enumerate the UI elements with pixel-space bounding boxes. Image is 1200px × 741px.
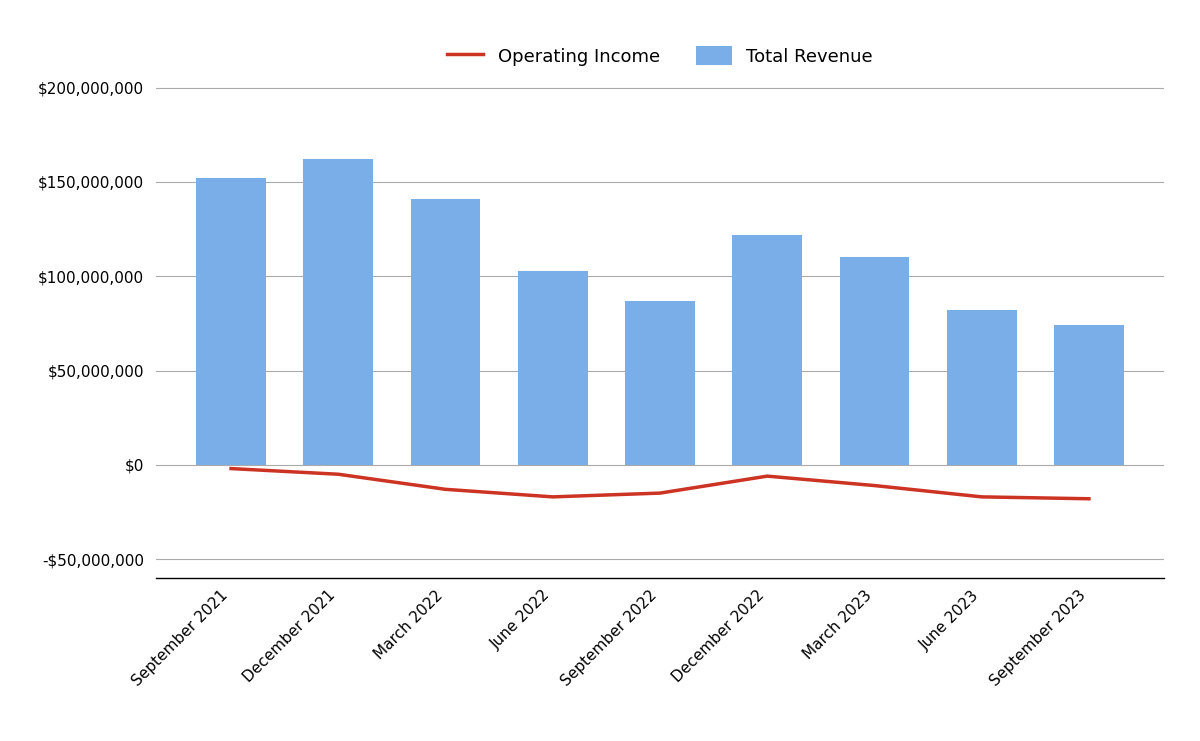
Operating Income <box>868 481 882 490</box>
Bar <box>1054 325 1123 465</box>
Operating Income <box>653 488 667 497</box>
Bar <box>625 301 695 465</box>
Bar <box>197 178 266 465</box>
Operating Income <box>1081 494 1096 503</box>
Operating Income <box>760 472 774 481</box>
Line: Operating Income: Operating Income <box>232 468 1088 499</box>
Bar <box>947 310 1016 465</box>
Operating Income <box>438 485 452 494</box>
Bar <box>732 235 802 465</box>
Operating Income <box>331 470 346 479</box>
Bar <box>518 270 588 465</box>
Legend: Operating Income, Total Revenue: Operating Income, Total Revenue <box>438 37 882 75</box>
Bar <box>410 199 480 465</box>
Operating Income <box>546 493 560 502</box>
Operating Income <box>974 493 989 502</box>
Bar <box>304 159 373 465</box>
Operating Income <box>224 464 239 473</box>
Bar <box>840 257 910 465</box>
